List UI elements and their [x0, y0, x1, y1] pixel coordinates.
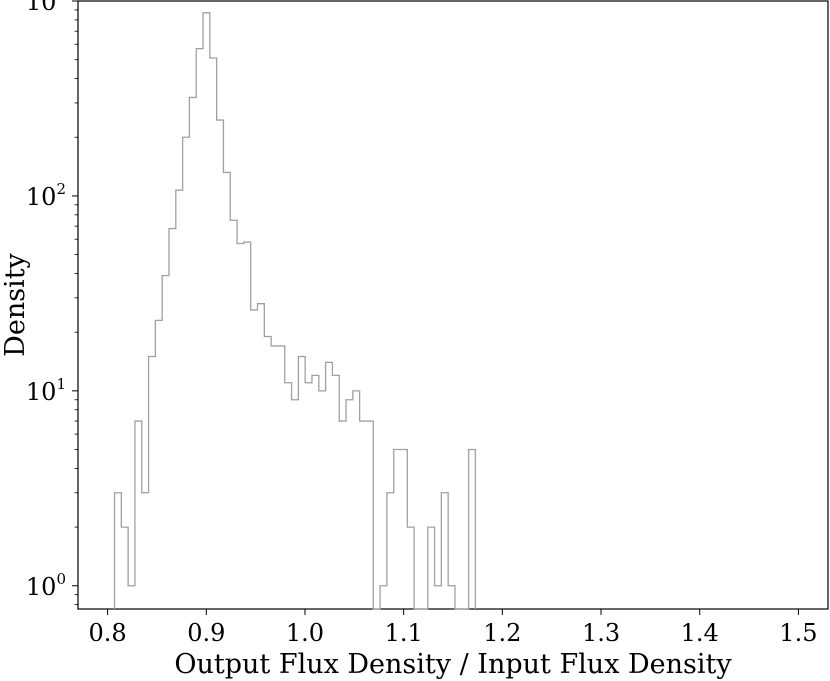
x-axis-ticks: 0.8 0.9 1.0 1.1 1.2 1.3 1.4 1.5 [89, 609, 817, 647]
histogram-step-line [113, 12, 477, 610]
y-tick-label: 103 [26, 0, 66, 16]
x-tick-label: 1.3 [582, 619, 620, 647]
y-axis-ticks: 100 101 102 103 [26, 0, 78, 606]
x-axis-label: Output Flux Density / Input Flux Density [174, 649, 732, 680]
y-tick-label: 100 [26, 570, 66, 601]
x-tick-label: 1.1 [385, 619, 423, 647]
x-tick-label: 0.8 [89, 619, 127, 647]
y-axis-label: Density [0, 252, 31, 356]
plot-area-frame [77, 0, 829, 610]
x-tick-label: 0.9 [187, 619, 225, 647]
y-tick-label: 102 [26, 180, 66, 211]
x-tick-label: 1.5 [779, 619, 817, 647]
x-tick-label: 1.4 [681, 619, 719, 647]
y-tick-label: 101 [26, 375, 66, 406]
x-tick-label: 1.2 [483, 619, 521, 647]
x-tick-label: 1.0 [286, 619, 324, 647]
